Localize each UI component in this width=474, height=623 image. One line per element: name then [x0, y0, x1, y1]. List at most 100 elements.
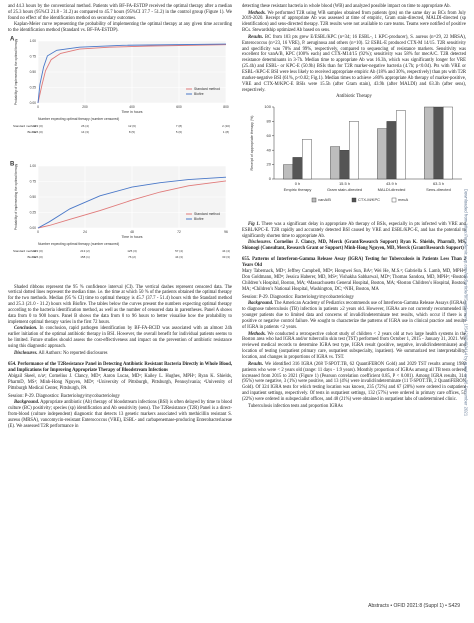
y-tick-label: 80	[267, 118, 272, 123]
lead: Methods.	[248, 10, 266, 16]
lead: Fig 1.	[248, 221, 260, 227]
y-tick-label: 0.00	[30, 226, 37, 230]
risk-value: 1 (8)	[223, 130, 229, 134]
text: Appropriate antibiotic (Ab) therapy of b…	[8, 400, 232, 429]
y-tick-label: 0.25	[30, 210, 37, 214]
x-tick-label: Empiric therapy	[284, 187, 312, 192]
risk-value: 322 (0)	[33, 124, 43, 128]
risk-value: 14 (3)	[81, 130, 89, 134]
x-tick-label: Sens-directed	[426, 187, 451, 192]
text: We performed T2R using WB samples obtain…	[242, 10, 466, 34]
abstract-title: 655. Patterns of Interferon-Gamma Releas…	[242, 256, 466, 268]
bar-chart: Receipt of appropriate therapy (%) 0 20 40 6…	[250, 104, 462, 203]
y-tick-label: 0.75	[30, 179, 37, 183]
x-tick-label: 0	[37, 105, 39, 109]
authors: Mary Tabernack, MD¹; Jeffrey Campbell, M…	[242, 269, 466, 293]
y-axis-label: Receipt of appropriate therapy (%)	[250, 115, 254, 170]
y-tick-label: 1.00	[30, 164, 37, 168]
risk-value: 158 (1)	[80, 254, 90, 258]
risk-value: 326 (0)	[33, 130, 43, 134]
panel-label: B	[10, 161, 15, 167]
paragraph: Disclosures. Cornelius J. Clancy, MD, Me…	[242, 240, 466, 252]
paragraph: Results. We identified 316 IGRA (268 T-S…	[242, 362, 466, 403]
authors: Abigail Skeel, n/a¹; Cornelius J. Clancy…	[8, 374, 232, 391]
km-curve	[37, 43, 227, 103]
x-tick-label: MALDI-directed	[378, 187, 406, 192]
paragraph: and 44.3 hours by the conventional metho…	[8, 4, 232, 21]
legend-label: Biofire	[194, 92, 204, 96]
text: There was a significant delay in appropr…	[242, 221, 466, 239]
lead: Conclusion.	[14, 326, 38, 332]
risk-row-name: Standard method	[13, 248, 36, 252]
time-label: 63.3 h	[433, 181, 444, 186]
risk-row-name: Biofire	[27, 254, 36, 258]
session: Session: P-29. Diagnostics: Bacteriology…	[8, 393, 120, 399]
risk-value: 44 (4)	[222, 248, 230, 252]
bar	[395, 110, 406, 180]
km-figure: B Probability of implementing the optimal…	[10, 161, 230, 258]
bar	[424, 106, 434, 180]
legend-swatch	[311, 197, 317, 203]
abstract-title: 654. Performance of the T2Resistance Pan…	[8, 361, 232, 373]
bar	[292, 157, 303, 180]
legend-label: Standard method	[194, 212, 220, 216]
risk-value: 322 (0)	[33, 248, 43, 252]
y-tick-label: 40	[267, 147, 272, 152]
paragraph: Background. The American Academy of Pedi…	[242, 301, 466, 331]
risk-value: 26 (4)	[81, 124, 89, 128]
x-tick-label: Gram stain-directed	[327, 187, 362, 192]
x-tick-label: 600	[176, 105, 182, 109]
risk-row-name: Biofire	[27, 130, 36, 134]
risk-value: 326 (0)	[33, 254, 43, 258]
risk-value: 125 (3)	[127, 248, 137, 252]
figure-title: Tuberculosis infection tests and proport…	[248, 403, 343, 409]
risk-value: 7 (8)	[176, 124, 182, 128]
lead: Methods.	[248, 331, 266, 337]
x-tick-label: 96	[224, 230, 228, 234]
paragraph: detecting these resistant bacteria in wh…	[242, 4, 451, 9]
risk-value: 12 (6)	[128, 124, 136, 128]
text: We identified 316 IGRA (268 T-SPOT.TB, 6…	[242, 361, 467, 403]
risk-value: 5 (6)	[176, 130, 182, 134]
left-column: and 44.3 hours by the conventional metho…	[8, 4, 232, 430]
bar	[377, 128, 387, 180]
chart-title: Antibiotic Therapy	[336, 94, 372, 100]
y-tick-label: 0.75	[30, 54, 37, 58]
lead: Disclosures.	[248, 240, 272, 246]
risk-value: 57 (4)	[175, 248, 183, 252]
km-figure: A Probability of implementing the optimal…	[10, 36, 230, 134]
text: We conducted a retrospective cohort stud…	[242, 331, 466, 361]
risk-value: 33 (3)	[222, 254, 230, 258]
text: All Authors: No reported disclosures	[38, 350, 108, 356]
x-axis-label: Time in hours	[121, 235, 142, 239]
risk-value: 76 (2)	[128, 254, 136, 258]
y-tick-label: 0	[269, 176, 272, 181]
risk-value: 213 (2)	[80, 248, 90, 252]
risk-title: Number expecting optimal therapy (number…	[38, 242, 119, 246]
y-tick-label: 100	[264, 104, 271, 109]
legend-label: Standard method	[194, 87, 220, 91]
bar	[433, 106, 444, 180]
risk-value: 2 (10)	[222, 124, 230, 128]
y-tick-label: 0.50	[30, 195, 37, 199]
x-tick-label: 400	[129, 105, 135, 109]
bar	[283, 164, 294, 180]
lead: Background.	[248, 301, 274, 307]
legend-label: Biofire	[194, 217, 204, 221]
y-tick-label: 1.00	[30, 39, 37, 43]
x-tick-label: 24	[83, 230, 87, 234]
paragraph: Conclusion. In conclusion, rapid pathoge…	[8, 326, 232, 350]
right-column: detecting these resistant bacteria in wh…	[242, 4, 466, 410]
x-tick-label: 0	[37, 230, 39, 234]
bar	[348, 121, 359, 180]
bar	[330, 146, 341, 180]
text: The American Academy of Pediatrics recom…	[242, 301, 466, 331]
paragraph: Methods. We performed T2R using WB sampl…	[242, 11, 466, 35]
figure-note: Shaded ribbons represent the 95 % confid…	[8, 284, 232, 325]
legend-label: vanA/B	[318, 197, 331, 202]
x-axis-label: Time in hours	[121, 110, 142, 114]
risk-title: Number expecting optimal therapy (number…	[38, 117, 119, 121]
y-axis-label: Probability of implementing the optimal …	[14, 38, 18, 105]
